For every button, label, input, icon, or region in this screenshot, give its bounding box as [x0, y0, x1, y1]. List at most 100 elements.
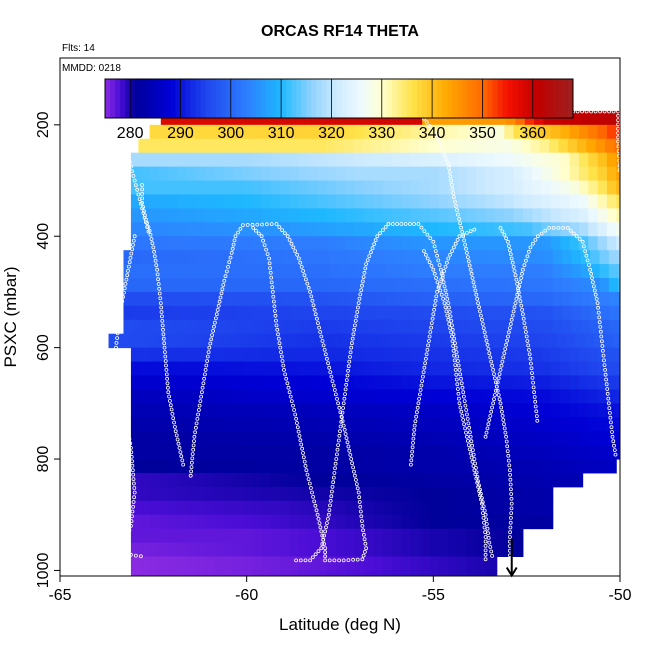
heat-cell — [308, 528, 319, 544]
heat-cell — [224, 417, 235, 432]
heat-cell — [291, 264, 302, 279]
heat-cell — [166, 138, 177, 154]
track-point — [294, 558, 299, 563]
heat-cell — [345, 528, 356, 544]
heat-cell — [242, 417, 253, 432]
heat-cell — [345, 222, 356, 237]
heat-cell — [168, 375, 179, 390]
heat-cell — [252, 361, 263, 376]
colorbar-swatch — [326, 79, 332, 118]
colorbar-swatch — [150, 79, 156, 118]
heat-cell — [448, 486, 459, 502]
track-point — [444, 260, 449, 265]
track-point — [528, 245, 533, 250]
track-point — [209, 337, 214, 342]
colorbar-tick-label: 290 — [167, 125, 194, 142]
heat-cell — [392, 403, 403, 418]
heat-cell — [354, 180, 365, 195]
heat-cell — [478, 305, 488, 321]
track-point — [506, 453, 511, 458]
heat-cell — [513, 124, 524, 140]
heat-cell — [532, 236, 543, 251]
track-point — [459, 409, 464, 414]
track-point — [509, 256, 514, 261]
heat-cell — [177, 472, 188, 488]
heat-cell — [224, 431, 235, 446]
heat-cell — [270, 459, 281, 474]
track-point — [483, 552, 488, 557]
heat-cell — [382, 347, 393, 363]
track-point — [440, 273, 445, 278]
heat-cell — [317, 486, 328, 502]
heat-cell — [401, 347, 412, 363]
track-point — [436, 284, 441, 289]
heat-cell — [616, 180, 621, 195]
track-point — [432, 303, 437, 308]
heat-cell — [170, 291, 180, 307]
heat-cell — [515, 264, 526, 279]
heat-cell — [149, 124, 160, 140]
heat-cell — [132, 264, 143, 279]
heat-cell — [560, 389, 571, 404]
track-point — [507, 248, 512, 253]
heat-cell — [401, 208, 412, 223]
track-point — [456, 396, 461, 401]
heat-cell — [382, 152, 393, 168]
heat-cell — [364, 166, 375, 182]
track-point — [133, 183, 138, 188]
track-point — [425, 232, 430, 237]
heat-cell — [532, 445, 543, 460]
heat-cell — [158, 236, 169, 251]
heat-cell — [608, 250, 619, 265]
heat-cell — [382, 403, 393, 418]
heat-cell — [571, 291, 582, 307]
track-point — [418, 388, 423, 392]
track-point — [159, 305, 164, 310]
heat-cell — [485, 124, 496, 140]
track-point — [609, 425, 614, 430]
track-point — [467, 430, 472, 435]
track-point — [507, 326, 512, 331]
heat-cell — [468, 305, 479, 321]
heat-cell — [448, 208, 459, 223]
track-point — [452, 358, 457, 363]
track-point — [179, 454, 184, 459]
track-point — [152, 249, 157, 254]
heat-cell — [597, 236, 608, 251]
track-point — [480, 511, 485, 515]
track-point — [491, 367, 496, 372]
heat-cell — [214, 417, 225, 432]
track-point — [158, 296, 163, 301]
heat-cell — [550, 124, 561, 140]
heat-cell — [541, 180, 552, 195]
colorbar-swatch — [396, 79, 403, 118]
track-point — [493, 380, 498, 385]
heat-cell — [420, 431, 431, 446]
track-point — [276, 336, 281, 341]
heat-cell — [317, 445, 328, 460]
heat-cell — [392, 375, 403, 390]
heat-cell — [345, 500, 356, 516]
heat-cell — [186, 152, 197, 168]
track-point — [222, 278, 227, 283]
track-point — [534, 414, 539, 419]
track-point — [490, 405, 495, 410]
heat-cell — [364, 570, 375, 577]
heat-cell — [325, 138, 335, 154]
track-point — [189, 465, 194, 470]
heat-cell — [263, 291, 274, 307]
track-point — [461, 234, 466, 239]
heat-cell — [373, 180, 384, 195]
track-point — [524, 334, 529, 339]
heat-cell — [450, 291, 460, 307]
heat-cell — [168, 431, 179, 446]
heat-cell — [214, 528, 225, 544]
track-point — [458, 405, 463, 410]
heat-cell — [588, 389, 599, 404]
track-point — [486, 347, 491, 351]
heat-cell — [392, 486, 403, 502]
heat-cell — [560, 347, 571, 363]
track-point — [297, 433, 302, 438]
heat-cell — [569, 194, 580, 209]
track-point — [141, 205, 146, 209]
